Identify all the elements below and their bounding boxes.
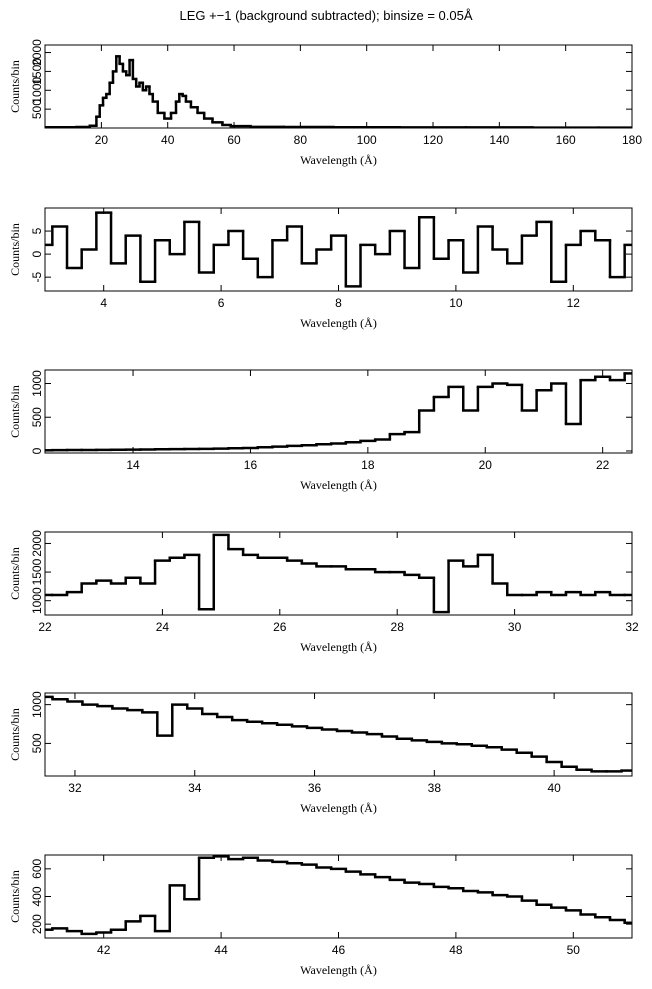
x-axis-label: Wavelength (Å) <box>300 316 377 330</box>
plot-frame <box>44 44 633 129</box>
x-tick-label: 160 <box>556 133 576 147</box>
x-tick-label: 22 <box>38 620 52 634</box>
x-tick-label: 30 <box>508 620 522 634</box>
x-tick-label: 120 <box>423 133 443 147</box>
x-tick-label: 60 <box>227 133 241 147</box>
y-axis-label: Counts/bin <box>8 60 22 113</box>
plot-frame <box>44 207 633 292</box>
x-axis-label: Wavelength (Å) <box>300 153 377 167</box>
x-tick-label: 40 <box>161 133 175 147</box>
x-tick-label: 46 <box>332 943 346 957</box>
y-tick-label: 500 <box>30 99 44 119</box>
y-tick-label: 1500 <box>30 558 44 585</box>
y-tick-label: 500 <box>30 733 44 753</box>
x-tick-label: 28 <box>391 620 405 634</box>
x-tick-label: 20 <box>479 458 493 472</box>
plot-frame <box>44 854 633 939</box>
x-tick-label: 10 <box>449 296 463 310</box>
figure-title: LEG +−1 (background subtracted); binsize… <box>179 8 472 23</box>
x-tick-label: 16 <box>244 458 258 472</box>
y-axis-label: Counts/bin <box>8 223 22 276</box>
x-tick-label: 48 <box>449 943 463 957</box>
y-axis-label: Counts/bin <box>8 385 22 438</box>
x-tick-label: 8 <box>335 296 342 310</box>
x-tick-label: 180 <box>622 133 642 147</box>
y-axis-label: Counts/bin <box>8 870 22 923</box>
y-tick-label: 1500 <box>30 58 44 85</box>
y-tick-label: 2000 <box>30 39 44 66</box>
y-tick-label: -5 <box>30 272 44 283</box>
x-axis-label: Wavelength (Å) <box>300 640 377 654</box>
y-tick-label: 1000 <box>30 587 44 614</box>
plot-frame <box>44 369 633 454</box>
y-axis-label: Counts/bin <box>8 708 22 761</box>
y-tick-label: 600 <box>30 859 44 879</box>
x-tick-label: 26 <box>273 620 287 634</box>
x-tick-label: 36 <box>308 781 322 795</box>
y-tick-label: 1000 <box>30 370 44 397</box>
y-axis-label: Counts/bin <box>8 547 22 600</box>
x-tick-label: 4 <box>100 296 107 310</box>
y-tick-label: 1000 <box>30 691 44 718</box>
x-tick-label: 44 <box>214 943 228 957</box>
x-tick-label: 32 <box>68 781 82 795</box>
x-tick-label: 22 <box>596 458 610 472</box>
x-tick-label: 50 <box>567 943 581 957</box>
x-tick-label: 24 <box>156 620 170 634</box>
x-tick-label: 18 <box>361 458 375 472</box>
y-tick-label: 0 <box>30 447 44 454</box>
x-tick-label: 14 <box>126 458 140 472</box>
y-tick-label: 1000 <box>30 77 44 104</box>
plot-frame <box>44 692 633 777</box>
x-tick-label: 140 <box>489 133 509 147</box>
y-tick-label: 400 <box>30 886 44 906</box>
y-tick-label: 2000 <box>30 530 44 557</box>
y-tick-label: 0 <box>30 250 44 257</box>
x-tick-label: 12 <box>567 296 581 310</box>
x-tick-label: 6 <box>218 296 225 310</box>
y-tick-label: 500 <box>30 407 44 427</box>
x-axis-label: Wavelength (Å) <box>300 963 377 977</box>
x-axis-label: Wavelength (Å) <box>300 478 377 492</box>
x-tick-label: 20 <box>95 133 109 147</box>
x-tick-label: 32 <box>625 620 639 634</box>
x-tick-label: 40 <box>547 781 561 795</box>
x-tick-label: 100 <box>357 133 377 147</box>
y-tick-label: 5 <box>30 227 44 234</box>
plot-frame <box>44 531 633 616</box>
x-tick-label: 80 <box>294 133 308 147</box>
x-axis-label: Wavelength (Å) <box>300 801 377 815</box>
y-tick-label: 200 <box>30 914 44 934</box>
x-tick-label: 34 <box>188 781 202 795</box>
x-tick-label: 42 <box>97 943 111 957</box>
x-tick-label: 38 <box>428 781 442 795</box>
